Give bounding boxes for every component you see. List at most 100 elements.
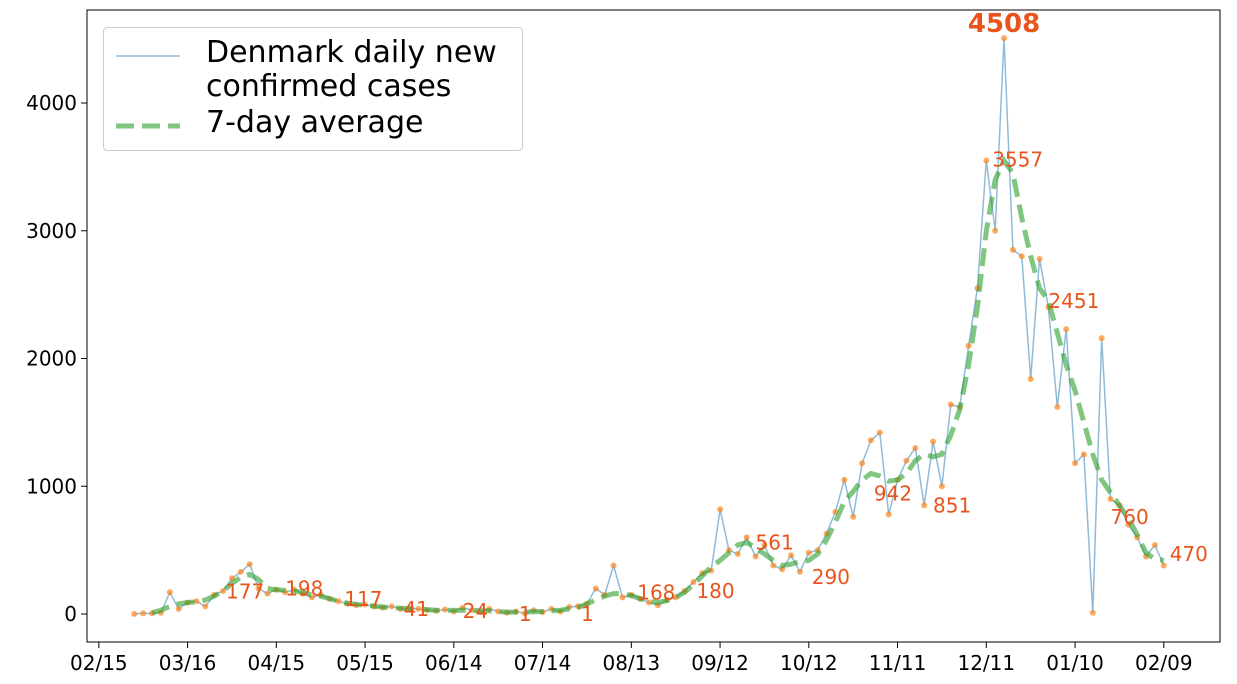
data-point [867,437,874,444]
legend-entry: Denmark daily new confirmed cases [104,36,522,104]
data-point [592,585,599,592]
y-tick-label: 1000 [26,474,77,498]
x-tick-label: 11/11 [869,651,927,675]
data-point [388,603,395,610]
data-point [619,594,626,601]
data-point [717,506,724,513]
data-point [770,562,777,569]
average-line [151,155,1165,616]
x-tick-label: 07/14 [514,651,572,675]
annotation: 1 [581,602,594,626]
x-tick-label: 01/10 [1046,651,1104,675]
x-tick-label: 12/11 [957,651,1015,675]
data-point [140,610,147,617]
data-point [921,502,928,509]
x-tick-label: 08/13 [602,651,660,675]
annotation: 851 [933,493,971,517]
x-tick-label: 10/12 [780,651,838,675]
data-point [415,605,422,612]
x-tick-label: 09/12 [691,651,749,675]
x-tick-label: 02/09 [1135,651,1193,675]
data-point [1009,246,1016,253]
data-point [850,513,857,520]
data-point [788,552,795,559]
x-tick-label: 04/15 [248,651,306,675]
data-point [202,603,209,610]
annotation: 41 [404,597,429,621]
annotation: 1 [519,602,532,626]
legend-swatch [116,55,180,57]
data-point [965,342,972,349]
data-point [1089,609,1096,616]
x-tick-label: 05/15 [336,651,394,675]
annotation: 177 [226,579,264,603]
annotation: 168 [637,581,675,605]
data-point [859,460,866,467]
data-point [610,562,617,569]
data-point [1036,255,1043,262]
data-point [1027,375,1034,382]
data-point [752,553,759,560]
data-point [468,607,475,614]
data-point [796,568,803,575]
annotation: 3557 [992,148,1043,172]
x-tick-label: 02/15 [70,651,128,675]
annotation: 180 [696,579,734,603]
legend-label: 7-day average [206,105,424,140]
data-point [1160,562,1167,569]
plot-frame [86,9,1221,643]
annotation: 117 [344,587,382,611]
data-point [441,606,448,613]
data-point [193,598,200,605]
data-point [1151,542,1158,549]
data-point [876,429,883,436]
legend-entry: 7-day average [104,106,522,140]
x-tick-label: 03/16 [159,651,217,675]
data-point [983,157,990,164]
annotation: 942 [874,482,912,506]
max-annotation: 4508 [968,9,1040,39]
data-point [237,568,244,575]
data-point [1063,326,1070,333]
data-point [805,549,812,556]
legend: Denmark daily new confirmed cases 7-day a… [103,27,523,151]
data-point [734,550,741,557]
x-tick-label: 06/14 [425,651,483,675]
data-point [761,542,768,549]
data-point [220,588,227,595]
data-point [1098,335,1105,342]
data-point [903,457,910,464]
y-tick-label: 0 [64,602,77,626]
data-point [938,483,945,490]
data-point [1072,460,1079,467]
data-point [885,511,892,518]
data-point [912,444,919,451]
data-point [255,585,262,592]
y-tick-label: 4000 [26,91,77,115]
data-point [1107,496,1114,503]
data-point [335,598,342,605]
annotation: 561 [756,530,794,554]
annotation: 24 [463,599,488,623]
data-point [175,605,182,612]
data-point [930,438,937,445]
data-point [743,534,750,541]
data-point [646,599,653,606]
data-point [1018,253,1025,260]
legend-swatch [116,123,180,129]
data-point [362,601,369,608]
y-tick-label: 3000 [26,219,77,243]
y-tick-label: 2000 [26,347,77,371]
data-point [1001,35,1008,42]
data-point [841,476,848,483]
data-point [690,579,697,586]
legend-label: Denmark daily new confirmed cases [206,35,497,104]
annotation: 760 [1111,505,1149,529]
data-point [1080,451,1087,458]
data-point [947,401,954,408]
data-point [1054,404,1061,411]
annotation: 470 [1170,542,1208,566]
data-point [264,590,271,597]
